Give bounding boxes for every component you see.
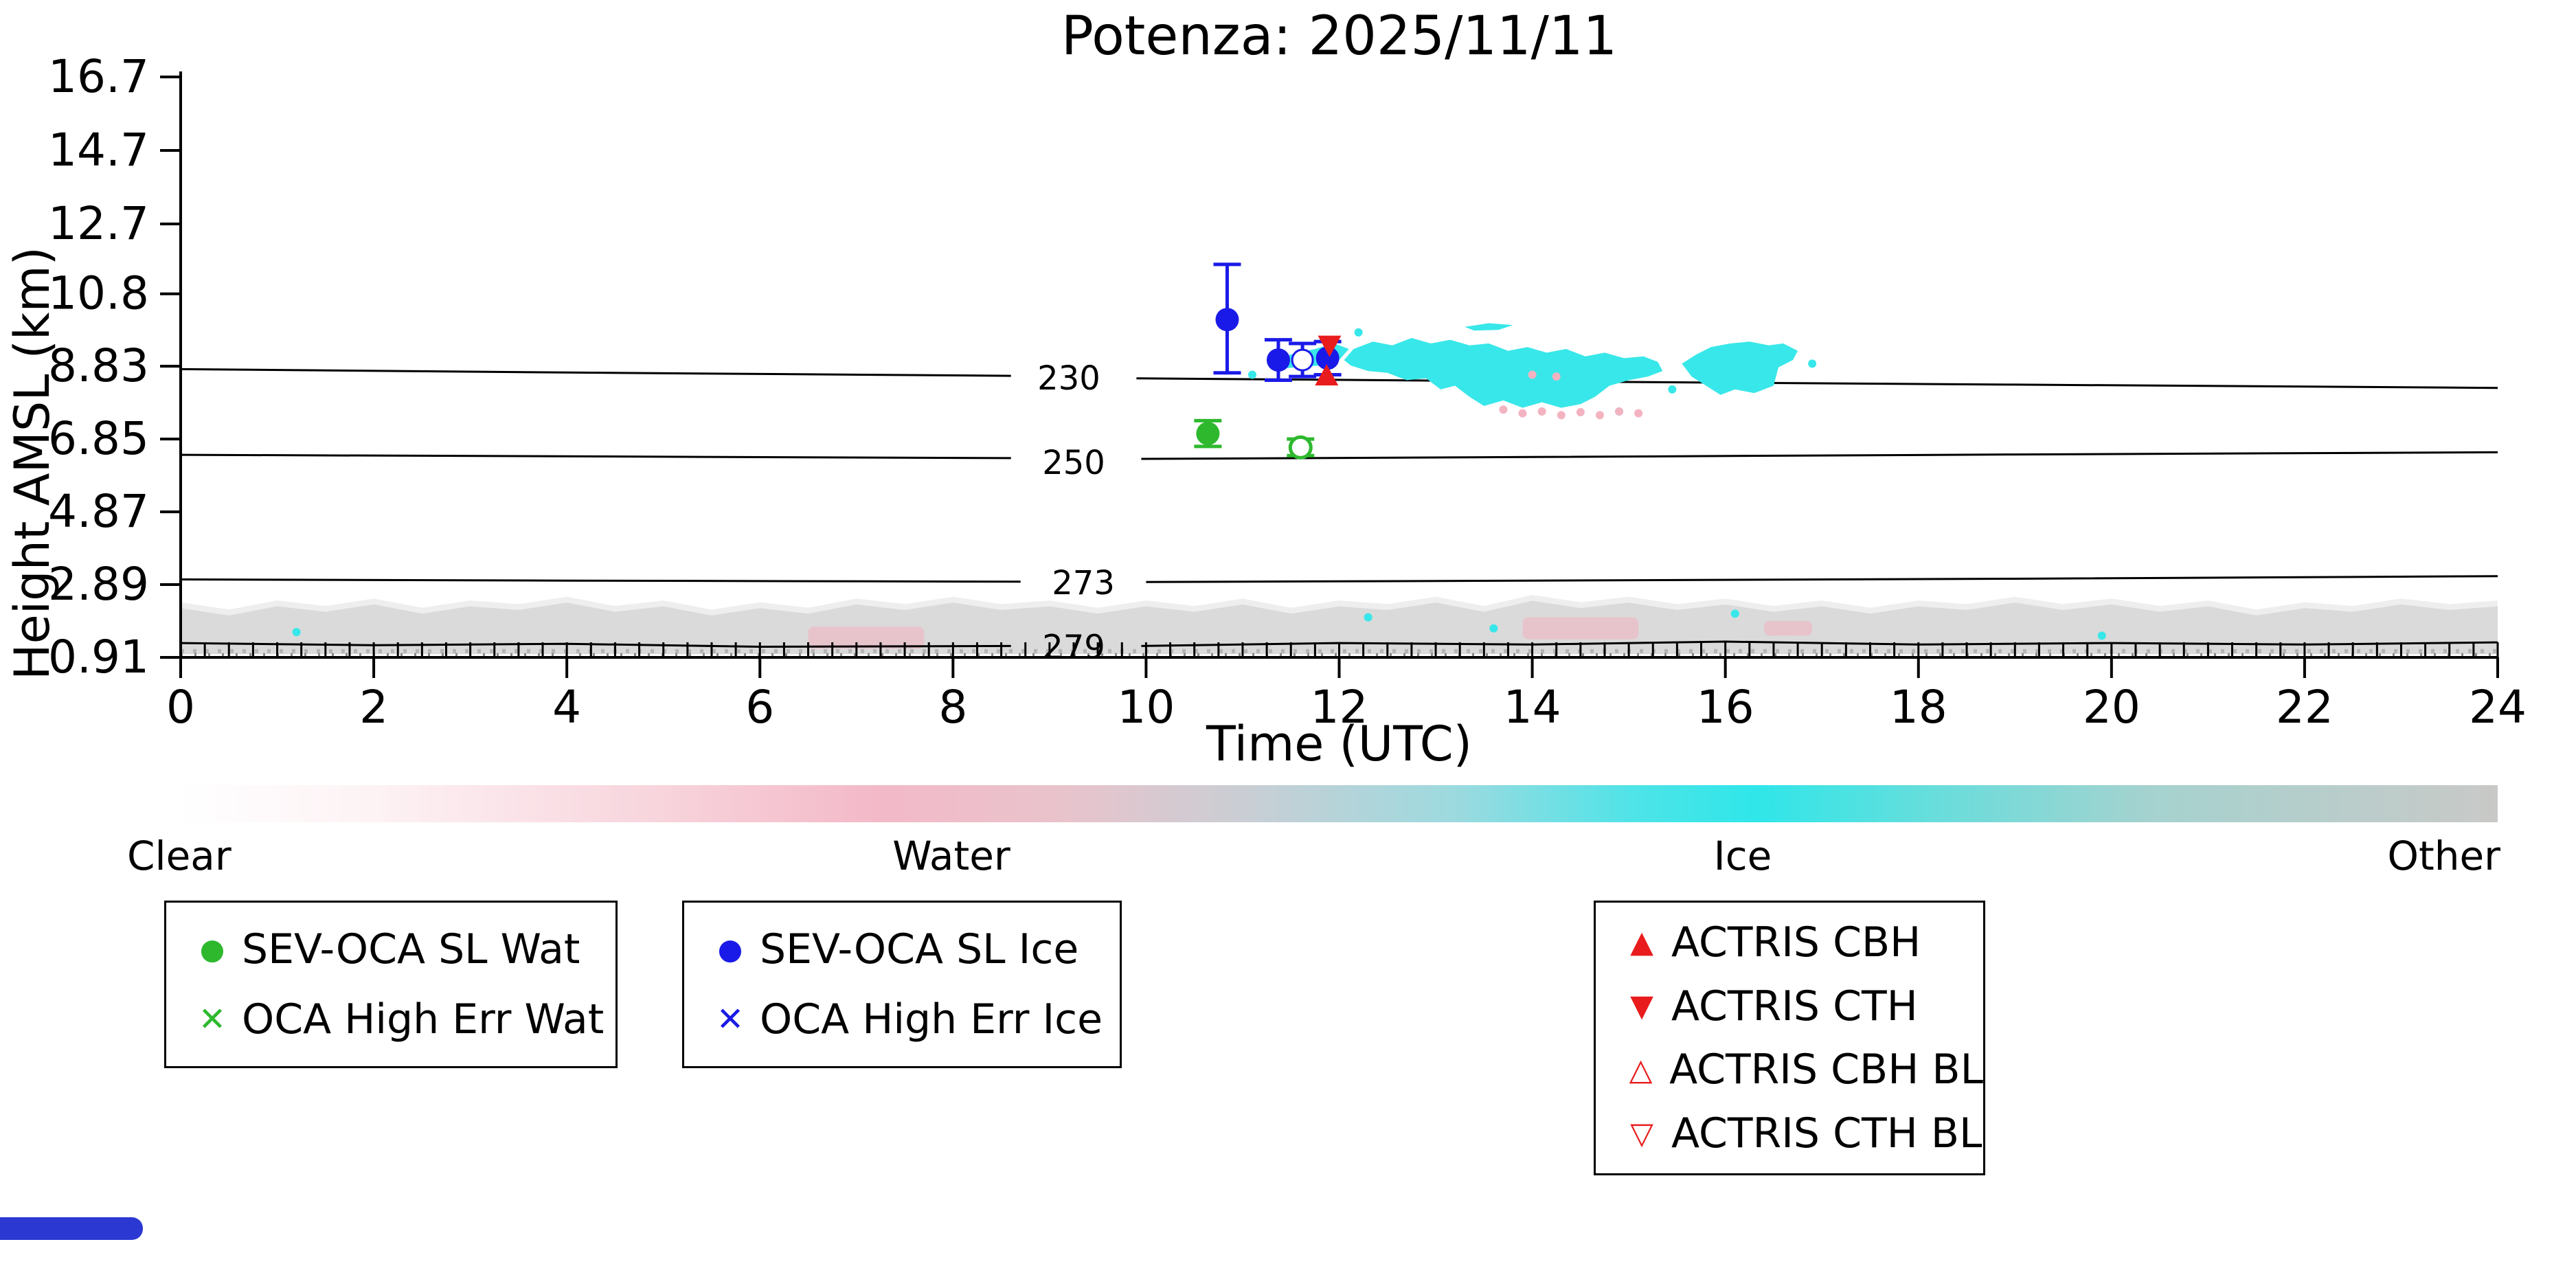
filled-circle-marker: ● bbox=[199, 932, 225, 967]
triangle-up-open-marker: △ bbox=[1629, 1052, 1653, 1087]
svg-text:0.91: 0.91 bbox=[48, 631, 149, 683]
svg-text:6: 6 bbox=[745, 681, 774, 734]
svg-text:16: 16 bbox=[1697, 681, 1754, 734]
svg-text:250: 250 bbox=[1042, 444, 1105, 482]
svg-text:12: 12 bbox=[1311, 681, 1368, 734]
legend-item: ▽ ACTRIS CTH BL bbox=[1622, 1109, 1983, 1157]
svg-text:14.7: 14.7 bbox=[48, 124, 149, 177]
colorbar-label-water: Water bbox=[892, 833, 1010, 879]
svg-text:16.7: 16.7 bbox=[48, 50, 149, 103]
colorbar-label-clear: Clear bbox=[127, 833, 231, 879]
legend-item: ✕ OCA High Err Ice bbox=[710, 995, 1120, 1043]
x-axis-label: Time (UTC) bbox=[1206, 716, 1472, 772]
svg-text:10.8: 10.8 bbox=[48, 267, 149, 320]
legend-label: SEV-OCA SL Wat bbox=[242, 925, 580, 973]
legend-water-box: ● SEV-OCA SL Wat ✕ OCA High Err Wat bbox=[164, 901, 618, 1068]
svg-text:14: 14 bbox=[1504, 681, 1561, 734]
svg-text:2: 2 bbox=[359, 681, 388, 734]
colorbar-label-other: Other bbox=[2387, 833, 2500, 879]
x-marker: ✕ bbox=[716, 1000, 745, 1039]
legend-label: SEV-OCA SL Ice bbox=[760, 925, 1079, 973]
legend-item: ✕ OCA High Err Wat bbox=[192, 995, 615, 1043]
legend-item: ● SEV-OCA SL Wat bbox=[192, 925, 615, 973]
svg-text:10: 10 bbox=[1117, 681, 1175, 734]
colorbar-label-ice: Ice bbox=[1713, 833, 1772, 879]
triangle-up-marker: ▲ bbox=[1630, 925, 1653, 960]
svg-text:4.87: 4.87 bbox=[48, 485, 149, 538]
svg-text:2.89: 2.89 bbox=[48, 558, 149, 611]
legend-item: △ ACTRIS CBH BL bbox=[1622, 1046, 1983, 1094]
legend-item: ▼ ACTRIS CTH bbox=[1622, 982, 1983, 1030]
colorbar bbox=[181, 785, 2498, 822]
legend-label: OCA High Err Wat bbox=[242, 995, 605, 1044]
legend-label: ACTRIS CTH BL bbox=[1671, 1109, 1982, 1158]
svg-text:4: 4 bbox=[552, 681, 581, 734]
filled-circle-marker: ● bbox=[717, 932, 743, 967]
legend-item: ▲ ACTRIS CBH bbox=[1622, 918, 1983, 967]
bottom-left-blue-bar bbox=[0, 1217, 143, 1240]
svg-text:0: 0 bbox=[166, 681, 195, 734]
svg-text:18: 18 bbox=[1890, 681, 1947, 734]
svg-text:24: 24 bbox=[2469, 681, 2527, 734]
svg-text:22: 22 bbox=[2276, 681, 2334, 734]
legend-actris-box: ▲ ACTRIS CBH ▼ ACTRIS CTH △ ACTRIS CBH B… bbox=[1594, 901, 1985, 1175]
legend-ice-box: ● SEV-OCA SL Ice ✕ OCA High Err Ice bbox=[682, 901, 1122, 1068]
legend-label: ACTRIS CBH bbox=[1671, 918, 1921, 967]
svg-text:273: 273 bbox=[1052, 564, 1115, 602]
svg-text:20: 20 bbox=[2083, 681, 2140, 734]
svg-text:230: 230 bbox=[1037, 359, 1100, 398]
svg-text:6.85: 6.85 bbox=[48, 412, 149, 465]
legend-label: ACTRIS CTH bbox=[1671, 982, 1918, 1030]
chart-title: Potenza: 2025/11/11 bbox=[1061, 5, 1618, 67]
svg-text:8: 8 bbox=[938, 681, 967, 734]
triangle-down-open-marker: ▽ bbox=[1630, 1116, 1653, 1151]
legend-item: ● SEV-OCA SL Ice bbox=[710, 925, 1120, 973]
legend-label: OCA High Err Ice bbox=[760, 995, 1103, 1044]
legend-label: ACTRIS CBH BL bbox=[1669, 1046, 1983, 1094]
x-marker: ✕ bbox=[198, 1000, 227, 1039]
svg-text:12.7: 12.7 bbox=[48, 197, 149, 250]
triangle-down-marker: ▼ bbox=[1630, 988, 1653, 1024]
svg-text:8.83: 8.83 bbox=[48, 339, 149, 392]
